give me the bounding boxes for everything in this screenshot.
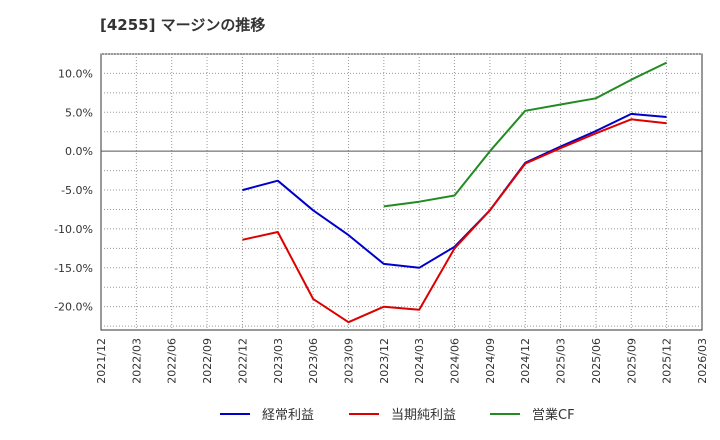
chart-title: [4255] マージンの推移 [100, 16, 265, 34]
y-axis-tick-labels: 10.0% 5.0% 0.0% -5.0% -10.0% -15.0% -20.0% [54, 67, 93, 313]
series-line-2 [383, 61, 668, 208]
plot-area [100, 53, 703, 331]
x-tick-label: 2023/03 [272, 338, 285, 384]
y-tick-label: -5.0% [61, 184, 93, 197]
x-tick-label: 2025/03 [555, 338, 568, 384]
x-tick-label: 2025/12 [661, 338, 674, 384]
x-tick-label: 2023/06 [307, 338, 320, 384]
x-tick-label: 2021/12 [95, 338, 108, 384]
y-tick-label: -20.0% [54, 301, 93, 314]
series-lines [242, 61, 668, 324]
x-tick-label: 2022/12 [236, 338, 249, 384]
x-tick-label: 2026/03 [696, 338, 709, 384]
x-tick-label: 2024/03 [413, 338, 426, 384]
x-tick-label: 2024/12 [519, 338, 532, 384]
series-line-0 [242, 112, 667, 269]
x-tick-label: 2022/09 [201, 338, 214, 384]
y-tick-label: -10.0% [54, 223, 93, 236]
y-tick-label: 10.0% [58, 67, 93, 80]
x-tick-label: 2024/06 [449, 338, 462, 384]
x-tick-label: 2022/06 [166, 338, 179, 384]
legend: 経常利益 当期純利益 営業CF [220, 407, 575, 423]
y-tick-label: 5.0% [65, 106, 93, 119]
x-tick-label: 2022/03 [130, 338, 143, 384]
x-tick-label: 2023/09 [342, 338, 355, 384]
x-tick-label: 2025/09 [625, 338, 638, 384]
y-tick-label: -15.0% [54, 262, 93, 275]
series-line-1 [242, 118, 667, 324]
x-axis-tick-labels: 2021/12 2022/03 2022/06 2022/09 2022/12 2023/… [95, 338, 709, 384]
legend-label-1: 当期純利益 [391, 408, 456, 423]
grid-lines [101, 53, 702, 330]
x-tick-label: 2023/12 [378, 338, 391, 384]
y-tick-label: 0.0% [65, 145, 93, 158]
legend-label-0: 経常利益 [262, 408, 314, 423]
legend-label-2: 営業CF [532, 407, 575, 423]
x-tick-label: 2025/06 [590, 338, 603, 384]
x-tick-label: 2024/09 [484, 338, 497, 384]
